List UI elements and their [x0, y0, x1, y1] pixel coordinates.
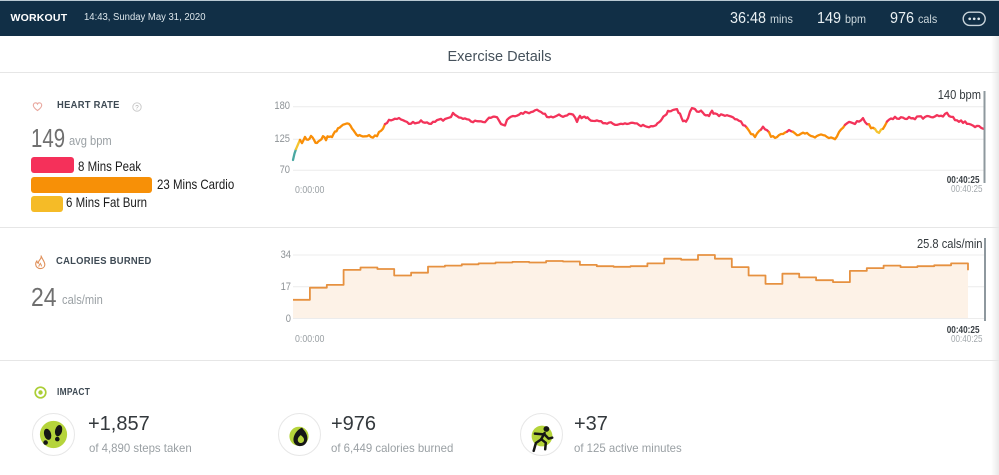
svg-text:?: ?: [135, 104, 139, 111]
